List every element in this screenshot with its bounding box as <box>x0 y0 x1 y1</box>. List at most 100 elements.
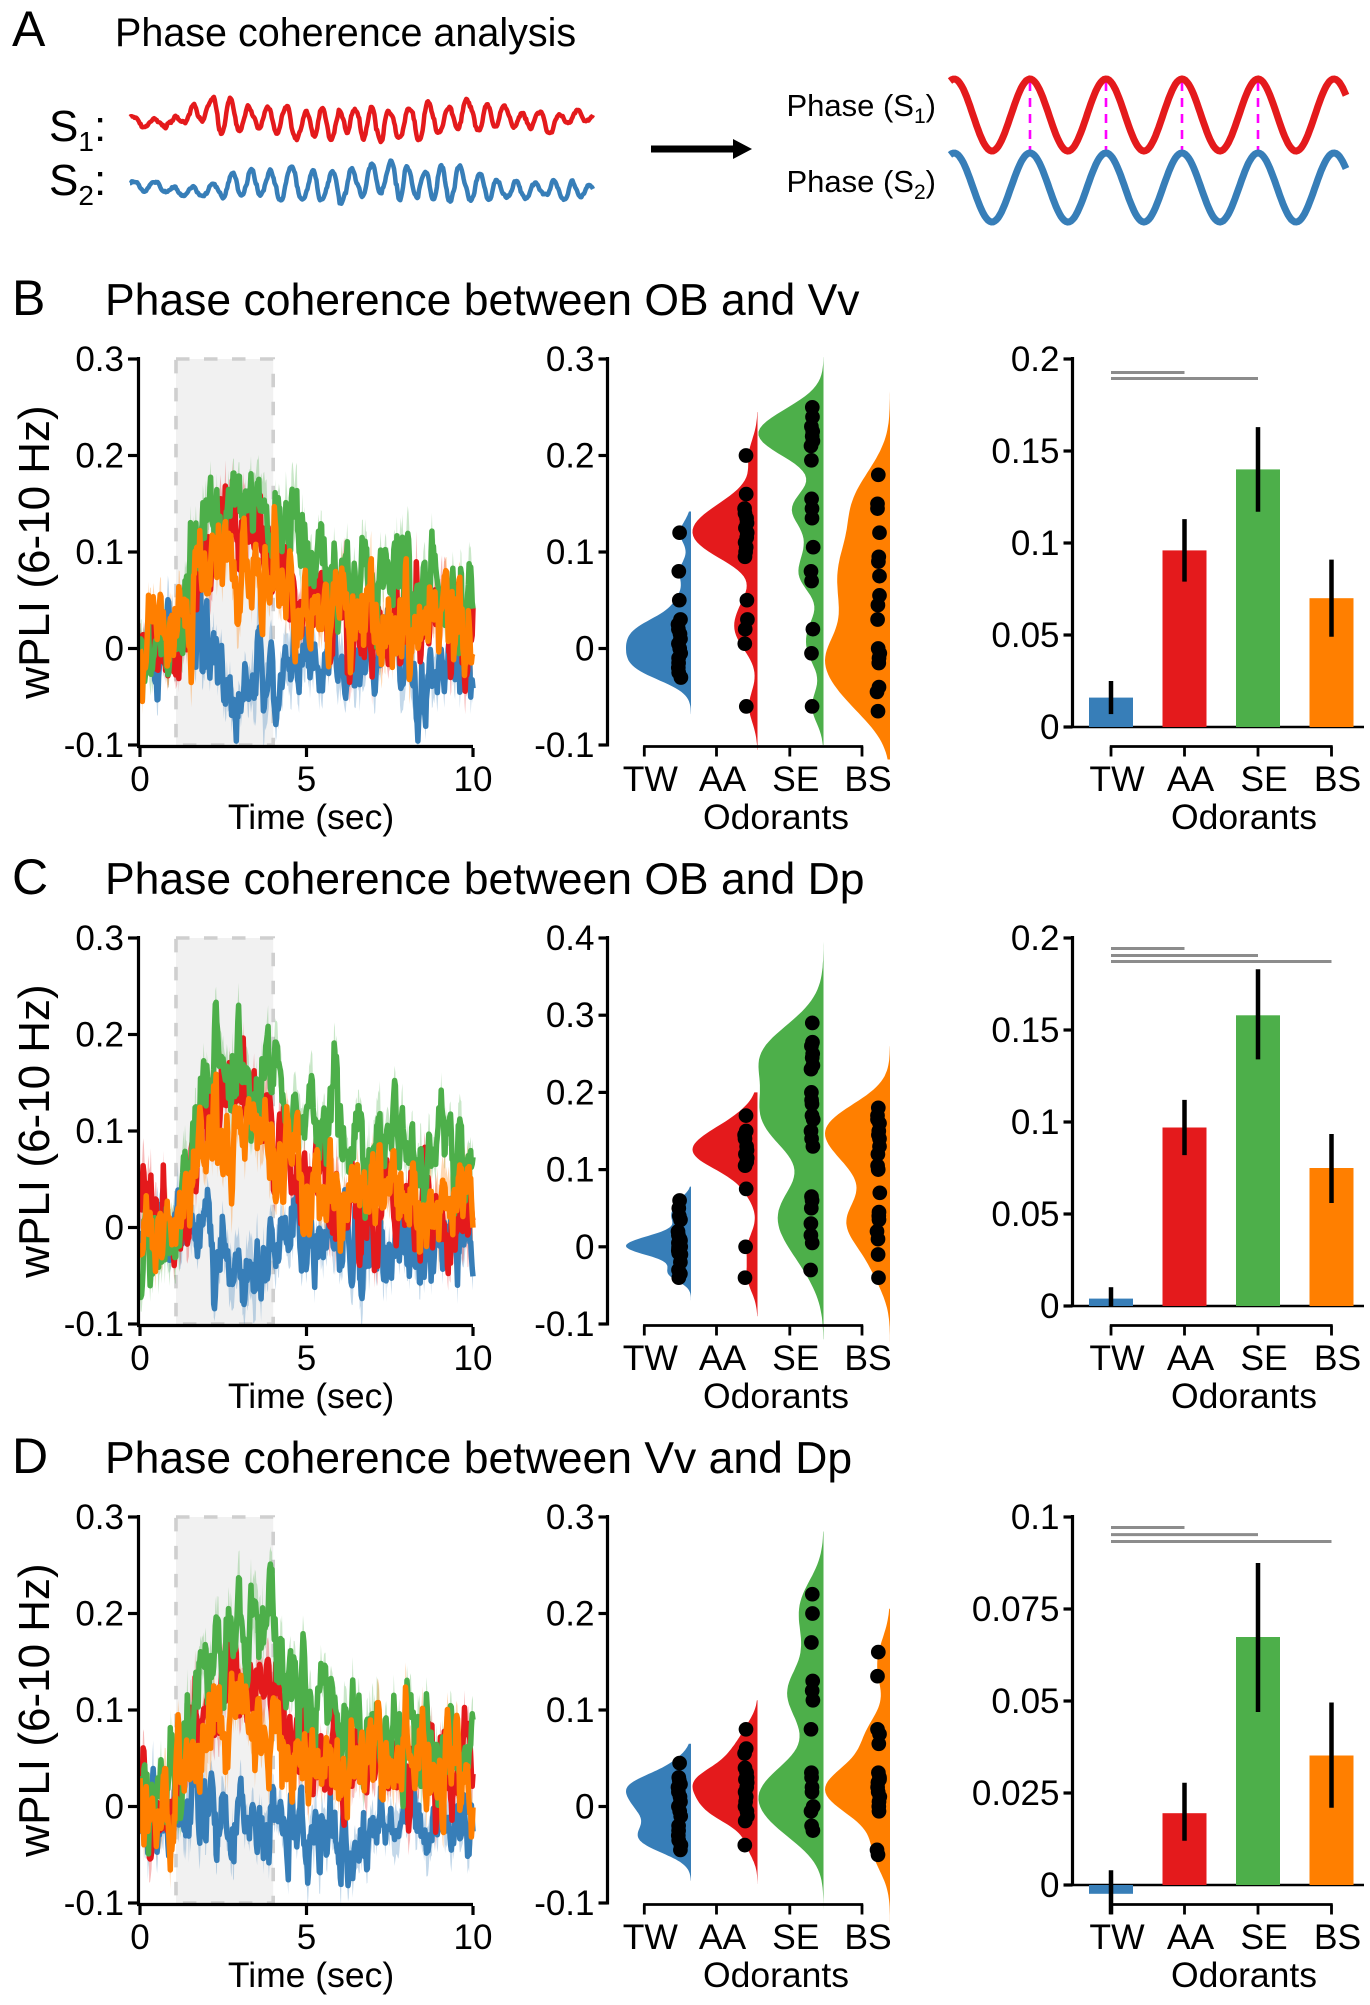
svg-text:BS: BS <box>844 1917 891 1957</box>
svg-text:Odorants: Odorants <box>1171 1376 1317 1416</box>
svg-text:SE: SE <box>772 1338 819 1378</box>
svg-text:-0.1: -0.1 <box>534 1305 594 1344</box>
svg-text:0: 0 <box>130 1339 149 1378</box>
svg-text:0: 0 <box>1040 1866 1059 1905</box>
svg-text:0.05: 0.05 <box>991 1195 1059 1234</box>
svg-text:wPLI (6-10 Hz): wPLI (6-10 Hz) <box>10 984 59 1278</box>
svg-text:Odorants: Odorants <box>1171 797 1317 837</box>
svg-text:0: 0 <box>105 630 124 669</box>
svg-text:10: 10 <box>454 760 493 799</box>
svg-text:Phase (S1): Phase (S1) <box>786 88 936 128</box>
svg-text:0.2: 0.2 <box>1011 919 1060 958</box>
svg-text:0: 0 <box>575 630 594 669</box>
svg-text:0: 0 <box>105 1209 124 1248</box>
svg-text:0.15: 0.15 <box>991 1011 1059 1050</box>
svg-text:Odorants: Odorants <box>703 797 849 837</box>
svg-text:SE: SE <box>1240 1917 1287 1957</box>
svg-text:AA: AA <box>699 1917 747 1957</box>
svg-text:Phase coherence between Vv and: Phase coherence between Vv and Dp <box>105 1434 852 1483</box>
svg-text:5: 5 <box>297 1918 316 1957</box>
svg-text:0.1: 0.1 <box>75 1112 124 1151</box>
svg-text:-0.1: -0.1 <box>64 1884 124 1923</box>
svg-text:5: 5 <box>297 760 316 799</box>
svg-text:AA: AA <box>699 1338 747 1378</box>
svg-text:SE: SE <box>1240 759 1287 799</box>
svg-text:BS: BS <box>1314 759 1361 799</box>
svg-text:S1:: S1: <box>49 102 106 157</box>
svg-text:Phase (S2): Phase (S2) <box>786 164 936 204</box>
svg-text:0.3: 0.3 <box>546 340 595 379</box>
svg-text:BS: BS <box>844 759 891 799</box>
svg-text:B: B <box>12 270 45 326</box>
svg-text:0.1: 0.1 <box>1011 524 1060 563</box>
svg-text:Phase coherence between OB and: Phase coherence between OB and Dp <box>105 855 864 904</box>
svg-text:0.1: 0.1 <box>546 1151 595 1190</box>
svg-text:0.4: 0.4 <box>546 919 595 958</box>
svg-text:-0.1: -0.1 <box>64 1305 124 1344</box>
svg-text:Phase coherence between OB and: Phase coherence between OB and Vv <box>105 276 860 325</box>
svg-text:TW: TW <box>623 759 679 799</box>
svg-text:-0.1: -0.1 <box>64 726 124 765</box>
svg-text:0: 0 <box>105 1788 124 1827</box>
svg-text:0.3: 0.3 <box>546 1498 595 1537</box>
svg-text:Odorants: Odorants <box>1171 1955 1317 1995</box>
svg-text:0.3: 0.3 <box>75 340 124 379</box>
svg-text:0.2: 0.2 <box>546 1595 595 1634</box>
svg-text:0.1: 0.1 <box>546 1691 595 1730</box>
svg-text:SE: SE <box>1240 1338 1287 1378</box>
svg-text:Time (sec): Time (sec) <box>228 1955 394 1995</box>
svg-text:0: 0 <box>575 1788 594 1827</box>
svg-text:AA: AA <box>1167 1338 1215 1378</box>
svg-text:0.1: 0.1 <box>75 1691 124 1730</box>
svg-text:S2:: S2: <box>49 156 106 211</box>
svg-text:0: 0 <box>575 1228 594 1267</box>
svg-text:0.2: 0.2 <box>75 437 124 476</box>
svg-text:0: 0 <box>130 1918 149 1957</box>
svg-text:0.3: 0.3 <box>546 996 595 1035</box>
svg-text:-0.1: -0.1 <box>534 726 594 765</box>
svg-text:Time (sec): Time (sec) <box>228 797 394 837</box>
svg-text:0.2: 0.2 <box>546 437 595 476</box>
svg-text:0.1: 0.1 <box>1011 1498 1060 1537</box>
svg-text:0: 0 <box>1040 1287 1059 1326</box>
svg-text:Phase coherence analysis: Phase coherence analysis <box>115 11 576 55</box>
svg-text:0.15: 0.15 <box>991 432 1059 471</box>
svg-text:5: 5 <box>297 1339 316 1378</box>
svg-text:0.05: 0.05 <box>991 616 1059 655</box>
svg-text:0.05: 0.05 <box>991 1682 1059 1721</box>
svg-text:Time (sec): Time (sec) <box>228 1376 394 1416</box>
svg-text:Odorants: Odorants <box>703 1376 849 1416</box>
svg-text:0.1: 0.1 <box>75 533 124 572</box>
svg-text:0: 0 <box>1040 708 1059 747</box>
svg-text:TW: TW <box>623 1917 679 1957</box>
svg-text:SE: SE <box>772 1917 819 1957</box>
svg-text:-0.1: -0.1 <box>534 1884 594 1923</box>
svg-text:0.2: 0.2 <box>75 1016 124 1055</box>
svg-text:AA: AA <box>699 759 747 799</box>
svg-text:0.3: 0.3 <box>75 1498 124 1537</box>
svg-text:AA: AA <box>1167 1917 1215 1957</box>
svg-text:10: 10 <box>454 1339 493 1378</box>
svg-text:TW: TW <box>1089 1917 1145 1957</box>
svg-text:0.3: 0.3 <box>75 919 124 958</box>
svg-text:0.025: 0.025 <box>972 1774 1060 1813</box>
svg-text:Odorants: Odorants <box>703 1955 849 1995</box>
svg-text:wPLI (6-10 Hz): wPLI (6-10 Hz) <box>10 405 59 699</box>
svg-text:BS: BS <box>1314 1338 1361 1378</box>
svg-text:0.2: 0.2 <box>1011 340 1060 379</box>
svg-text:TW: TW <box>1089 1338 1145 1378</box>
svg-text:0: 0 <box>130 760 149 799</box>
svg-text:0.2: 0.2 <box>75 1595 124 1634</box>
svg-text:AA: AA <box>1167 759 1215 799</box>
svg-text:SE: SE <box>772 759 819 799</box>
svg-text:C: C <box>12 849 48 905</box>
svg-text:BS: BS <box>1314 1917 1361 1957</box>
svg-text:0.075: 0.075 <box>972 1590 1060 1629</box>
svg-text:TW: TW <box>1089 759 1145 799</box>
svg-text:D: D <box>12 1428 48 1484</box>
svg-text:0.1: 0.1 <box>546 533 595 572</box>
svg-text:wPLI (6-10 Hz): wPLI (6-10 Hz) <box>10 1563 59 1857</box>
svg-text:A: A <box>12 1 46 57</box>
svg-text:TW: TW <box>623 1338 679 1378</box>
svg-text:0.2: 0.2 <box>546 1073 595 1112</box>
